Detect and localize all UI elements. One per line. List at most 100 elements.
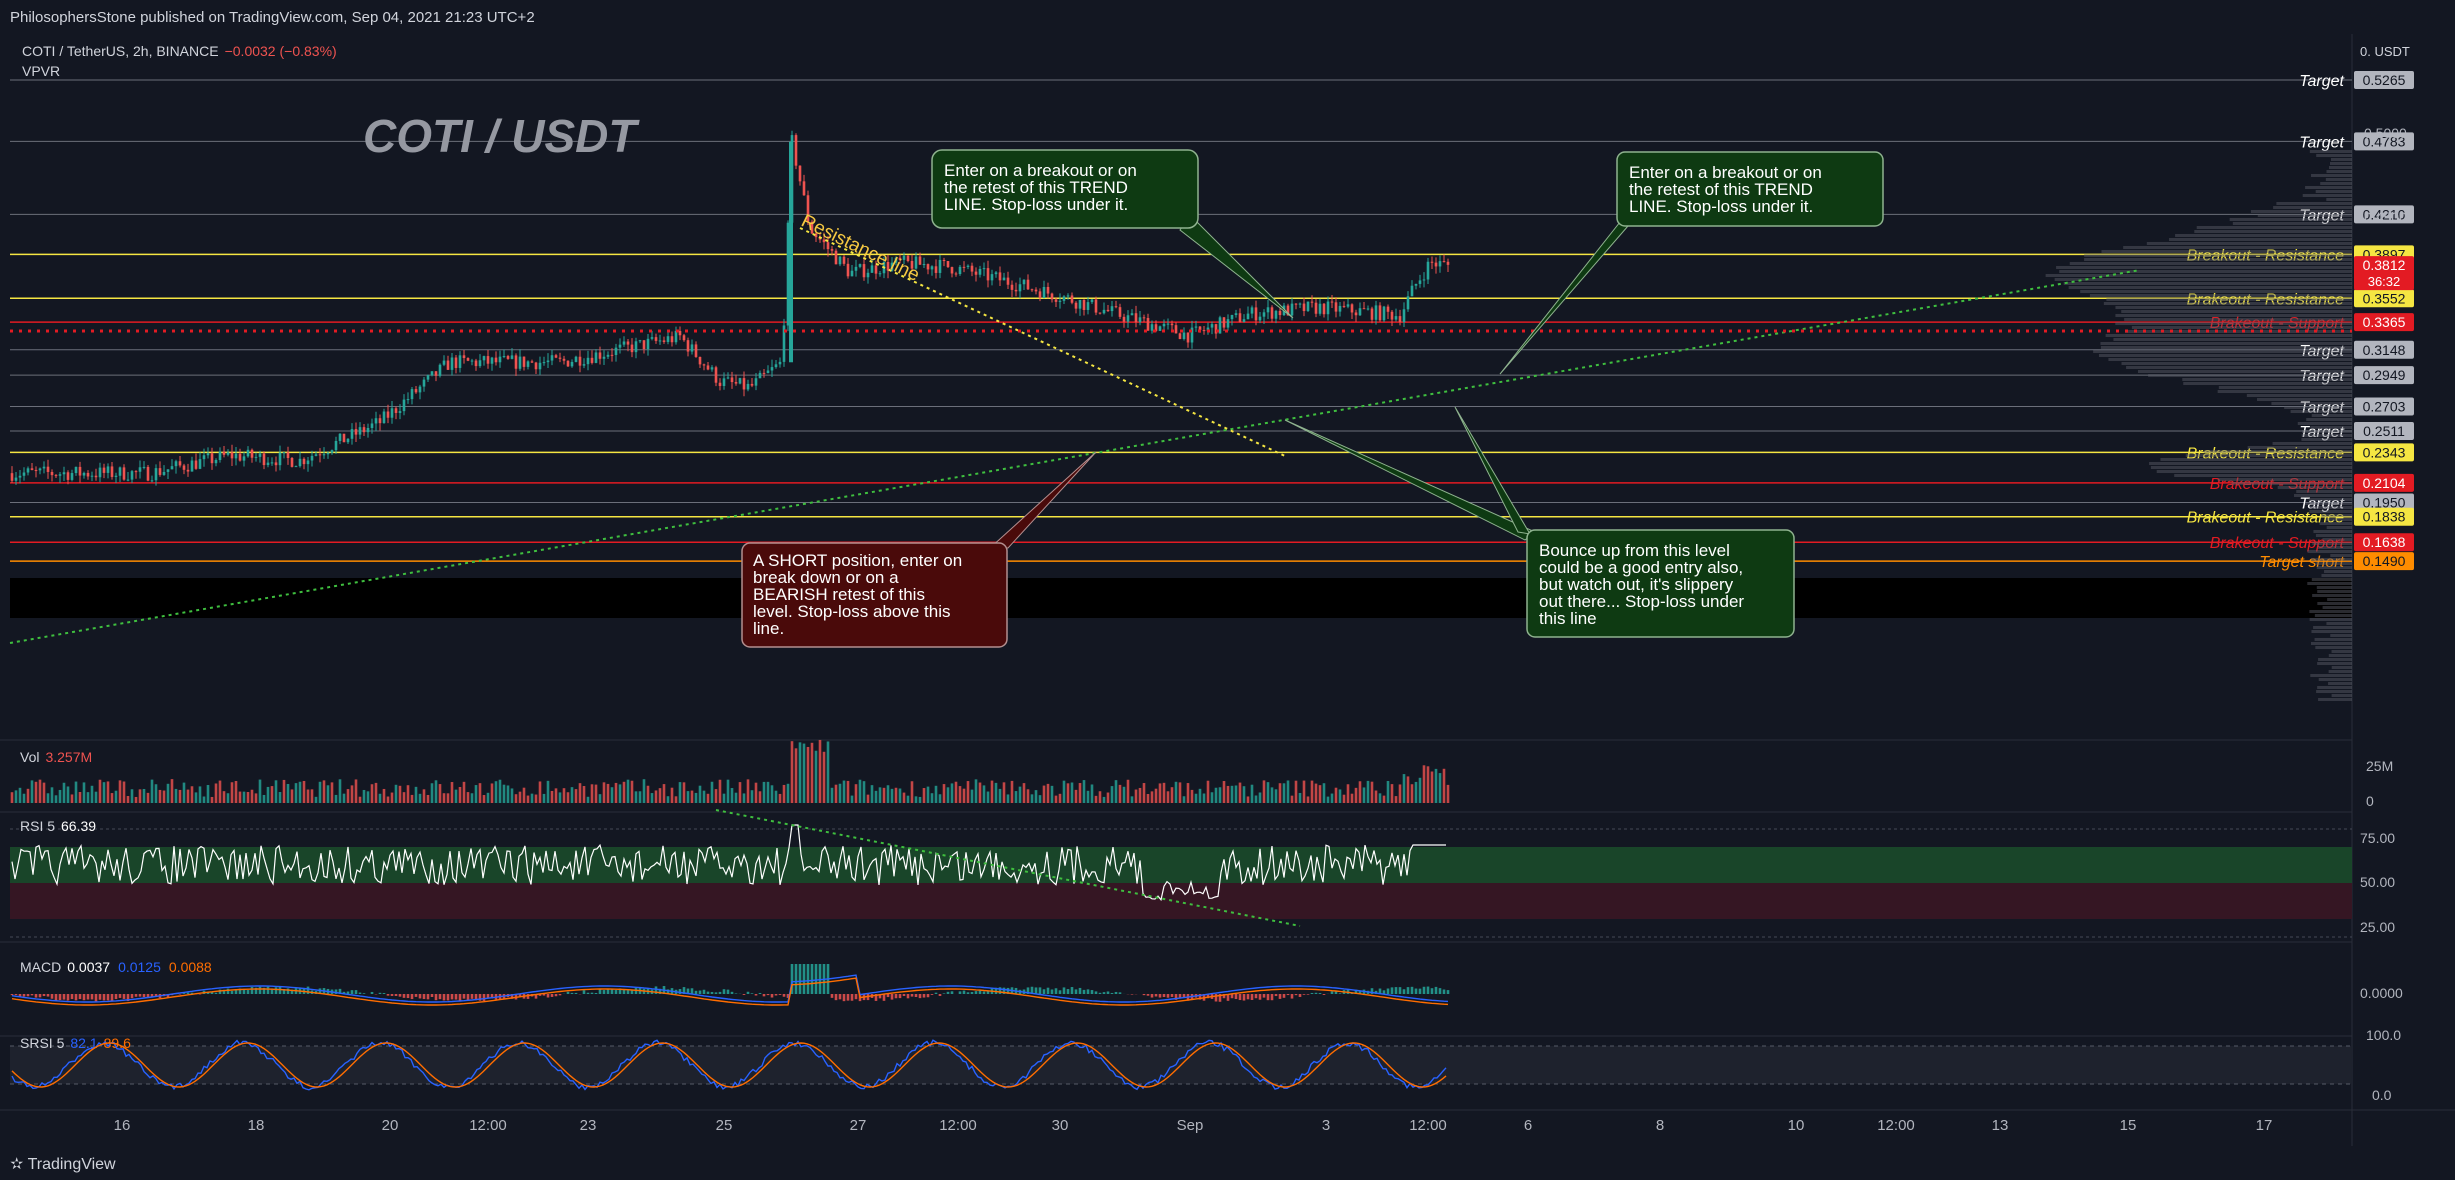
candle-body	[306, 460, 310, 465]
macd-bar	[418, 994, 422, 999]
volume-bar	[358, 796, 362, 803]
macd-bar	[262, 987, 266, 994]
volume-bar	[306, 789, 310, 803]
candle-body	[1050, 293, 1054, 300]
volume-bar	[1110, 786, 1114, 803]
vpvr-bar	[2125, 330, 2352, 333]
macd-bar	[362, 993, 366, 994]
macd-bar	[510, 994, 514, 999]
macd-bar	[234, 989, 238, 994]
callout-1[interactable]: Enter on a breakout or on the retest of …	[931, 149, 1294, 319]
volume-bar	[1054, 795, 1058, 803]
vpvr-bar	[2093, 350, 2352, 353]
symbol-legend[interactable]: COTI / TetherUS, 2h, BINANCE −0.0032 (−0.…	[22, 43, 337, 59]
candle-body	[402, 399, 406, 412]
macd-bar	[982, 991, 986, 994]
candle-body	[1078, 299, 1082, 309]
price-chart[interactable]: Target 0.5265 Target 0.4783 Target 0.4210 Brea…	[0, 34, 2455, 1146]
candle-body	[1038, 291, 1042, 298]
candle-body	[682, 335, 686, 341]
volume-bar	[942, 784, 946, 803]
candle-body	[1294, 303, 1298, 305]
callout-2[interactable]: Enter on a breakout or on the retest of …	[1499, 151, 1884, 375]
brand-text: TradingView	[27, 1156, 116, 1173]
volume-bar	[1182, 796, 1186, 803]
vpvr-bar	[2123, 246, 2352, 249]
volume-bar	[694, 792, 698, 803]
vpvr-bar	[2296, 490, 2352, 493]
candle-body	[194, 460, 198, 469]
macd-bar	[1282, 994, 1286, 998]
candle-body	[510, 355, 514, 359]
volume-bar	[922, 788, 926, 803]
macd-bar	[798, 964, 802, 994]
macd-bar	[542, 994, 546, 996]
macd-bar	[46, 994, 50, 997]
candle-body	[1158, 326, 1162, 331]
macd-bar	[218, 989, 222, 994]
volume-bar	[278, 792, 282, 803]
volume-bar	[622, 781, 626, 803]
candle-body	[998, 272, 1002, 281]
tradingview-logo[interactable]: ✫ TradingView	[10, 1156, 116, 1173]
currency-label[interactable]: 0. USDT	[2360, 44, 2410, 59]
volume-bar	[206, 785, 210, 803]
macd-bar	[1414, 988, 1418, 994]
vpvr-bar	[2331, 650, 2352, 653]
macd-bar	[722, 989, 726, 994]
macd-bar	[38, 994, 42, 998]
vpvr-bar	[2121, 362, 2352, 365]
time-axis[interactable]: 16 18 20 12:00 23 25 27 12:00 30 Sep 3 12:00 6 8 10 12:…	[114, 1117, 2273, 1134]
vpvr-bar	[2218, 386, 2352, 389]
candle-body	[890, 262, 894, 271]
consolidation-zone	[10, 578, 2352, 618]
volume-bar	[362, 789, 366, 803]
volume-bar	[1426, 766, 1430, 803]
candle-body	[1286, 305, 1290, 316]
vpvr-bar	[2326, 198, 2352, 201]
macd-tick: 0.0000	[2360, 985, 2403, 1001]
x-tick-label: 23	[580, 1117, 597, 1134]
candle-body	[1446, 261, 1450, 265]
macd-bar	[470, 994, 474, 999]
callout-short[interactable]: A SHORT position, enter on break down or…	[741, 451, 1097, 648]
candle-body	[950, 267, 954, 274]
candle-body	[438, 364, 442, 376]
volume-bar	[138, 789, 142, 803]
level-label: Target	[2299, 400, 2344, 417]
macd-bar	[422, 994, 426, 1000]
candle-body	[934, 266, 938, 273]
vpvr-bar	[2121, 310, 2352, 313]
vpvr-bar	[2174, 474, 2352, 477]
candle-body	[914, 256, 918, 269]
vpvr-bar	[2256, 398, 2352, 401]
candle-body	[1054, 299, 1058, 302]
candle-body	[938, 259, 942, 273]
volume-bar	[810, 742, 814, 803]
candle-body	[1194, 326, 1198, 328]
vpvr-bar	[2098, 354, 2352, 357]
volume-bar	[566, 792, 570, 803]
macd-bar	[486, 994, 490, 999]
callout-bounce[interactable]: Bounce up from this level could be a goo…	[1284, 406, 1795, 638]
candle-body	[1298, 303, 1302, 305]
macd-bar	[1130, 994, 1134, 995]
macd-bar	[258, 986, 262, 994]
candle-body	[418, 386, 422, 393]
vpvr-bar	[2306, 418, 2352, 421]
macd-bar	[402, 994, 406, 998]
macd-bar	[614, 990, 618, 994]
volume-bar	[606, 783, 610, 803]
candle-body	[38, 468, 42, 471]
volume-bar	[166, 783, 170, 803]
volume-bar	[990, 780, 994, 803]
volume-bar	[1190, 789, 1194, 803]
volume-bar	[178, 789, 182, 803]
vpvr-legend[interactable]: VPVR	[22, 63, 60, 79]
volume-bar	[98, 779, 102, 803]
macd-bar	[878, 994, 882, 999]
resistance-trend-line[interactable]	[799, 227, 1286, 457]
macd-bar	[1438, 988, 1442, 994]
volume-bar	[890, 788, 894, 803]
macd-bar	[126, 994, 130, 1002]
